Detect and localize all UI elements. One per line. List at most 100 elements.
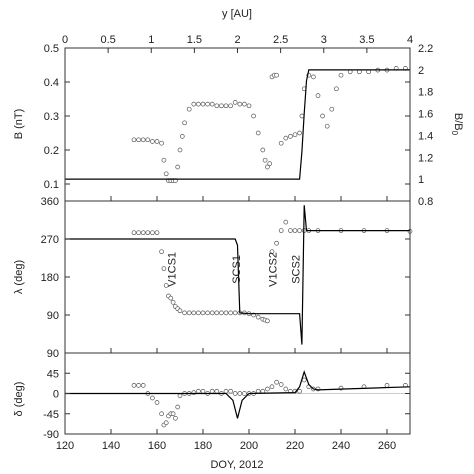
obs-point-B xyxy=(260,147,266,153)
obs-point-delta xyxy=(175,404,181,410)
obs-point-B xyxy=(145,137,151,143)
obs-point-delta xyxy=(163,420,169,426)
obs-point-delta xyxy=(269,384,275,390)
xtick-label: 180 xyxy=(194,440,212,452)
obs-point-B xyxy=(283,135,289,141)
model-curve-B xyxy=(65,69,410,180)
xtick-label: 120 xyxy=(56,440,74,452)
ytick-label-lambda: 90 xyxy=(47,310,59,322)
obs-point-delta xyxy=(242,391,247,396)
obs-point-lambda xyxy=(168,295,174,301)
obs-point-B xyxy=(228,103,233,109)
obs-point-delta xyxy=(154,400,160,405)
obs-point-delta xyxy=(177,393,183,399)
obs-point-delta xyxy=(150,395,155,401)
top-tick-label: 0.5 xyxy=(100,34,115,46)
obs-point-lambda xyxy=(140,230,146,236)
annotation-scs2: SCS2 xyxy=(291,255,303,284)
obs-point-lambda xyxy=(209,310,215,316)
obs-point-lambda xyxy=(182,310,187,316)
obs-point-B xyxy=(265,164,270,170)
b-panel-ylabel: B (nT) xyxy=(13,109,25,140)
top-tick-label: 2.5 xyxy=(273,34,288,46)
obs-point-B xyxy=(209,101,215,107)
ytick-label-delta: -90 xyxy=(43,429,59,441)
obs-point-delta xyxy=(278,382,284,387)
obs-point-delta xyxy=(384,383,390,388)
right-ytick-label: 1.8 xyxy=(418,87,433,99)
obs-point-lambda xyxy=(278,228,284,233)
obs-point-lambda xyxy=(228,310,233,316)
ytick-label-B: 0.5 xyxy=(44,43,59,55)
obs-point-delta xyxy=(209,388,215,394)
top-tick-label: 3.5 xyxy=(359,34,374,46)
obs-point-delta xyxy=(283,386,289,392)
right-ylabel-subscript: 0 xyxy=(450,131,459,136)
obs-point-delta xyxy=(214,388,220,394)
obs-point-lambda xyxy=(186,310,192,316)
right-ytick-label: 0.8 xyxy=(418,196,433,208)
obs-point-lambda xyxy=(159,249,164,255)
obs-point-B xyxy=(242,101,247,107)
obs-point-lambda xyxy=(136,230,141,236)
obs-point-lambda xyxy=(145,230,151,236)
obs-point-lambda xyxy=(150,230,155,236)
xtick-label: 220 xyxy=(286,440,304,452)
obs-point-B xyxy=(179,134,185,139)
delta-panel-ylabel: δ (deg) xyxy=(13,382,25,417)
obs-point-lambda xyxy=(274,240,279,246)
obs-point-B xyxy=(288,134,293,139)
right-ytick-label: 2.2 xyxy=(418,43,433,55)
obs-point-B xyxy=(320,113,325,119)
obs-point-B xyxy=(292,132,298,138)
obs-point-B xyxy=(177,147,183,153)
ytick-label-delta: 45 xyxy=(47,368,59,380)
obs-point-B xyxy=(311,74,316,80)
obs-point-delta xyxy=(228,388,233,394)
model-curve-delta xyxy=(65,370,411,419)
obs-point-lambda xyxy=(200,310,206,316)
lambda-panel-ylabel: λ (deg) xyxy=(13,260,25,294)
obs-point-lambda xyxy=(232,310,238,316)
obs-point-B xyxy=(267,161,273,166)
obs-point-B xyxy=(338,72,344,78)
obs-point-B xyxy=(131,137,137,143)
obs-point-delta xyxy=(159,411,164,417)
obs-point-delta xyxy=(232,391,238,396)
obs-point-B xyxy=(136,137,141,143)
obs-point-B xyxy=(262,157,268,163)
right-ylabel-base: B/B xyxy=(452,113,464,131)
obs-point-lambda xyxy=(177,308,183,314)
obs-point-lambda xyxy=(292,228,298,233)
obs-point-lambda xyxy=(161,266,167,271)
obs-point-lambda xyxy=(191,310,197,316)
obs-point-B xyxy=(297,130,302,136)
right-ytick-label: 2 xyxy=(418,65,424,77)
top-tick-label: 4 xyxy=(407,34,413,46)
ytick-label-B: 0.4 xyxy=(44,77,59,89)
obs-point-B xyxy=(163,171,169,177)
xtick-label: 200 xyxy=(240,440,258,452)
obs-point-B xyxy=(219,103,224,109)
ytick-label-lambda: 180 xyxy=(41,272,59,284)
obs-point-lambda xyxy=(214,310,220,316)
right-ytick-label: 1.6 xyxy=(418,109,433,121)
obs-point-delta xyxy=(131,383,137,388)
ytick-label-lambda: 360 xyxy=(41,196,59,208)
xtick-label: 160 xyxy=(148,440,166,452)
b-panel-right-ylabel: B/B0 xyxy=(450,113,464,136)
obs-point-B xyxy=(324,123,330,129)
xtick-label: 140 xyxy=(102,440,120,452)
ytick-label-B: 0.2 xyxy=(44,145,59,157)
obs-point-delta xyxy=(297,388,302,394)
obs-point-lambda xyxy=(205,310,210,316)
obs-point-delta xyxy=(136,383,141,388)
ytick-label-B: 0.3 xyxy=(44,111,59,123)
obs-point-B xyxy=(214,103,220,109)
obs-point-B xyxy=(299,113,305,119)
obs-point-lambda xyxy=(265,318,270,324)
right-ytick-label: 1 xyxy=(418,174,424,186)
obs-point-delta xyxy=(265,386,270,392)
obs-point-lambda xyxy=(154,230,160,236)
obs-point-B xyxy=(150,139,155,144)
